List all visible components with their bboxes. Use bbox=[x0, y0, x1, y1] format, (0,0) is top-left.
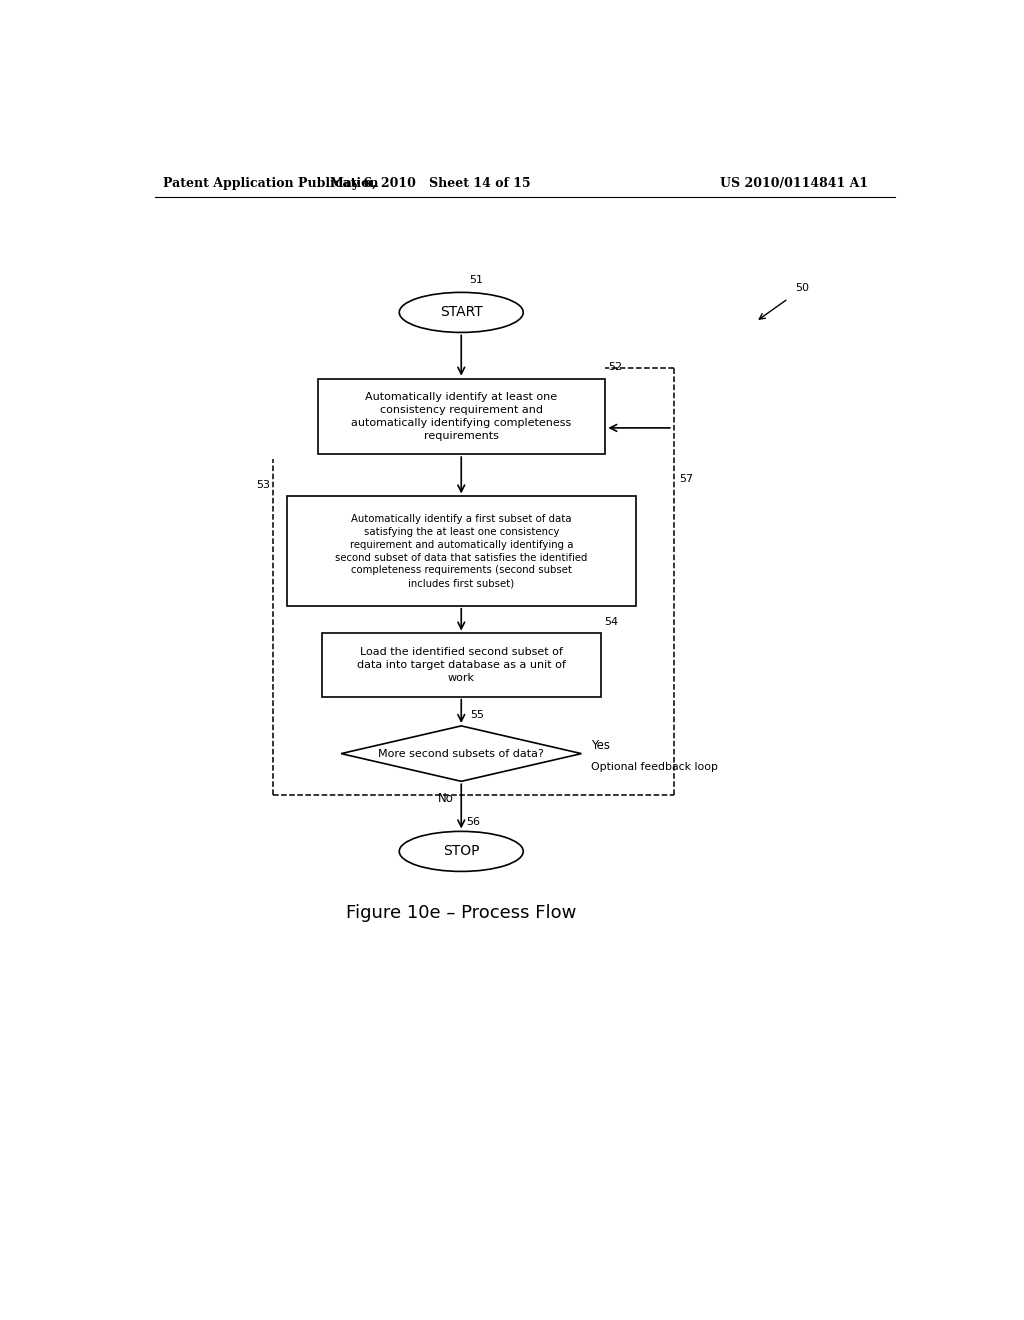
Polygon shape bbox=[341, 726, 582, 781]
Text: Patent Application Publication: Patent Application Publication bbox=[163, 177, 379, 190]
Text: 56: 56 bbox=[466, 817, 480, 826]
Text: No: No bbox=[438, 792, 454, 805]
Text: 54: 54 bbox=[604, 618, 618, 627]
Text: Load the identified second subset of
data into target database as a unit of
work: Load the identified second subset of dat… bbox=[356, 647, 565, 684]
Text: 50: 50 bbox=[796, 282, 809, 293]
Text: Automatically identify at least one
consistency requirement and
automatically id: Automatically identify at least one cons… bbox=[351, 392, 571, 441]
Text: Automatically identify a first subset of data
satisfying the at least one consis: Automatically identify a first subset of… bbox=[335, 513, 588, 589]
Text: 53: 53 bbox=[256, 480, 270, 490]
Text: More second subsets of data?: More second subsets of data? bbox=[378, 748, 544, 759]
Text: Optional feedback loop: Optional feedback loop bbox=[591, 763, 718, 772]
Text: 52: 52 bbox=[608, 363, 623, 372]
Ellipse shape bbox=[399, 293, 523, 333]
Text: US 2010/0114841 A1: US 2010/0114841 A1 bbox=[721, 177, 868, 190]
Text: 57: 57 bbox=[679, 474, 693, 484]
Text: START: START bbox=[440, 305, 482, 319]
FancyBboxPatch shape bbox=[317, 379, 604, 454]
Text: STOP: STOP bbox=[443, 845, 479, 858]
Text: 55: 55 bbox=[471, 710, 484, 719]
Text: 51: 51 bbox=[469, 275, 483, 285]
Ellipse shape bbox=[399, 832, 523, 871]
Text: May 6, 2010   Sheet 14 of 15: May 6, 2010 Sheet 14 of 15 bbox=[330, 177, 530, 190]
FancyBboxPatch shape bbox=[287, 496, 636, 606]
Text: Yes: Yes bbox=[591, 739, 609, 752]
FancyBboxPatch shape bbox=[322, 634, 601, 697]
Text: Figure 10e – Process Flow: Figure 10e – Process Flow bbox=[346, 904, 577, 921]
